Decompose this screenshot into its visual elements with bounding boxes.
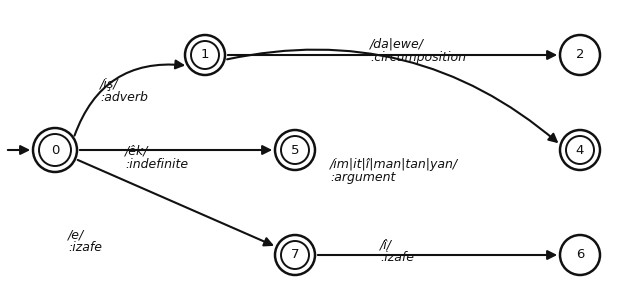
Text: /im|it|î|man|tan|yan/: /im|it|î|man|tan|yan/	[330, 158, 458, 171]
Text: 1: 1	[201, 48, 209, 61]
Text: 5: 5	[291, 144, 300, 157]
Text: :izafe: :izafe	[380, 251, 414, 264]
Text: 7: 7	[291, 249, 300, 262]
Circle shape	[185, 35, 225, 75]
Circle shape	[275, 235, 315, 275]
Text: /î/: /î/	[380, 238, 392, 251]
Circle shape	[560, 130, 600, 170]
Text: :argument: :argument	[330, 171, 396, 184]
Text: 6: 6	[576, 249, 584, 262]
Text: /da|ewe/: /da|ewe/	[370, 38, 424, 51]
Circle shape	[560, 235, 600, 275]
Circle shape	[33, 128, 77, 172]
Text: :adverb: :adverb	[100, 91, 148, 104]
Text: :izafe: :izafe	[68, 241, 102, 254]
Text: 0: 0	[51, 144, 59, 157]
Text: /e/: /e/	[68, 228, 84, 241]
Text: :circumposition: :circumposition	[370, 51, 466, 64]
Text: /êk/: /êk/	[125, 145, 148, 158]
Text: :indefinite: :indefinite	[125, 158, 188, 171]
Text: 4: 4	[576, 144, 584, 157]
Circle shape	[275, 130, 315, 170]
Text: /iş/: /iş/	[100, 78, 118, 91]
Circle shape	[560, 35, 600, 75]
Text: 2: 2	[576, 48, 584, 61]
